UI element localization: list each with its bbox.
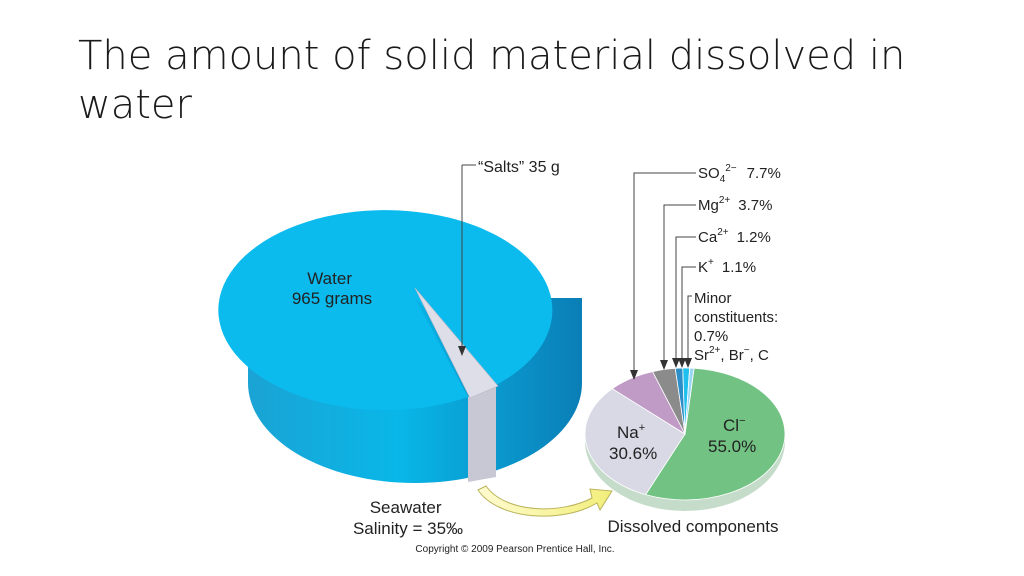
seawater-pie: Water 965 grams “Salts” 35 g Seawater Sa… (218, 159, 582, 538)
salts-slice-side (468, 385, 496, 482)
dissolved-caption: Dissolved components (607, 517, 778, 536)
slide-title: The amount of solid material dissolved i… (78, 33, 906, 128)
seawater-caption: Seawater Salinity = 35‰ (353, 498, 463, 538)
pie-slice-na (584, 388, 686, 496)
callouts: SO42− 7.7% Mg2+ 3.7% Ca2+ 1.2% K+ 1.1% Minor… (630, 163, 782, 380)
pie-slice-cl (644, 367, 786, 501)
pie-slice-minor-constituents (684, 367, 695, 435)
minor-label: Minor constituents: 0.7% (694, 290, 782, 345)
k-callout-line (681, 266, 696, 362)
so4-label: SO42− 7.7% (698, 163, 781, 185)
dissolved-pie (584, 367, 786, 511)
water-slice-top (218, 210, 553, 411)
na-label: Na+ 30.6% (609, 416, 657, 463)
cl-label: Cl− 55.0% (708, 409, 756, 456)
minor-callout-line (687, 295, 692, 362)
ca-arrowhead (672, 358, 680, 368)
transfer-arrow (477, 485, 613, 517)
salts-slice-top (414, 287, 499, 399)
mg-callout-line (663, 204, 696, 364)
mg-label: Mg2+ 3.7% (698, 195, 772, 214)
ca-callout-line (675, 236, 696, 362)
k-arrowhead (678, 358, 686, 368)
salts-arrowhead (458, 346, 466, 356)
k-label: K+ 1.1% (698, 257, 756, 276)
copyright-text: Copyright © 2009 Pearson Prentice Hall, … (415, 544, 614, 555)
so4-arrowhead (630, 370, 638, 380)
minor-arrowhead (684, 358, 692, 368)
salts-label: “Salts” 35 g (478, 159, 560, 176)
so4-callout-line (633, 172, 696, 374)
minor-species-label: Sr2+, Br−, C (694, 345, 769, 364)
water-label: Water 965 grams (292, 269, 372, 308)
mg-arrowhead (660, 360, 668, 370)
ca-label: Ca2+ 1.2% (698, 227, 771, 246)
